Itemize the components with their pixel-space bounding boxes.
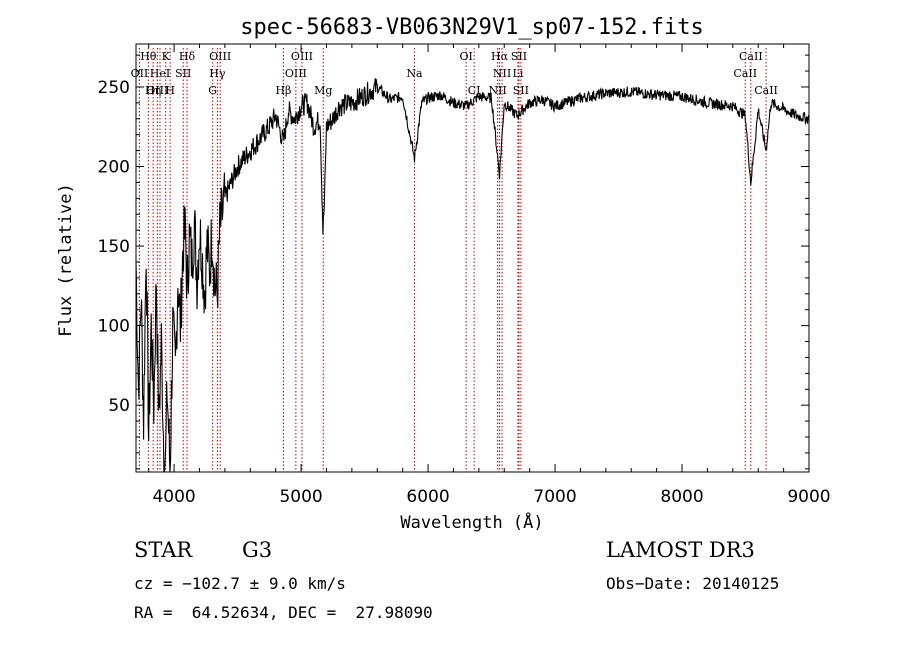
line-label-K: K [162,50,171,63]
y-tick-label-200: 200 [98,158,130,178]
x-tick-label-7000: 7000 [533,487,576,507]
plot-frame [135,43,810,473]
line-label-H-gamma: Hγ [209,67,226,80]
line-label-OII: OII [131,67,149,80]
line-label-CaII-8542: CaII [739,50,763,63]
x-tick-label-4000: 4000 [152,487,195,507]
object-class: STAR [134,538,193,562]
line-label-OI: OI [459,50,472,63]
y-tick-label-50: 50 [108,396,130,416]
line-label-Li: Li [513,67,524,80]
y-axis-label: Flux (relative) [56,183,76,337]
observation-date: Obs−Date: 20140125 [606,574,780,593]
y-tick-label-100: 100 [98,317,130,337]
line-label-SII-6731: SII [513,84,529,97]
x-axis-ticks: 4000 5000 6000 7000 8000 9000 [148,44,831,507]
line-label-OIII-3868: OIII [146,84,168,97]
line-label-NII-6548: NII [488,84,506,97]
line-label-OIII-4363: OIII [209,50,231,63]
y-tick-label-250: 250 [98,78,130,98]
line-label-CaII-8498: CaII [733,67,757,80]
line-label-H: H [165,84,175,97]
line-label-H-delta: Hδ [179,50,196,63]
line-markers [138,48,767,472]
survey-name: LAMOST DR3 [606,538,755,562]
x-tick-label-8000: 8000 [660,487,703,507]
spectrum-line [135,78,810,473]
line-label-SII-6716: SII [511,50,527,63]
line-label-CaI: CI [468,84,481,97]
line-label-CaII-8662: CaII [754,84,778,97]
object-subclass: G3 [242,538,273,562]
line-label-OIII-5007: OIII [291,50,313,63]
x-tick-label-5000: 5000 [279,487,322,507]
x-tick-label-6000: 6000 [406,487,449,507]
line-label-Mg: Mg [314,84,332,97]
redshift-velocity: cz = −102.7 ± 9.0 km/s [134,574,346,593]
ra-dec-coordinates: RA = 64.52634, DEC = 27.98090 [134,603,433,622]
line-labels: HθOIIOIIIHηHeIKHSIIHδGHγOIIIHβOIIIOIIIMg… [131,50,778,97]
y-axis-ticks: 50 100 150 200 250 [98,54,809,470]
chart-title: spec-56683-VB063N29V1_sp07-152.fits [240,15,704,40]
line-label-H-eta: Hη [145,84,161,97]
line-label-H-alpha: Hα [491,50,509,63]
line-label-Na: Na [406,67,423,80]
line-label-H-theta: Hθ [140,50,157,63]
line-label-OIII-4959: OIII [285,67,307,80]
line-label-H-beta: Hβ [275,84,291,97]
line-label-HeI: HeI [150,67,170,80]
x-tick-label-9000: 9000 [787,487,830,507]
x-axis-label: Wavelength (Å) [400,511,543,533]
line-label-NII-6583: NII [493,67,511,80]
line-label-SII-4072: SII [175,67,191,80]
line-label-G: G [208,84,217,97]
y-tick-label-150: 150 [98,237,130,257]
